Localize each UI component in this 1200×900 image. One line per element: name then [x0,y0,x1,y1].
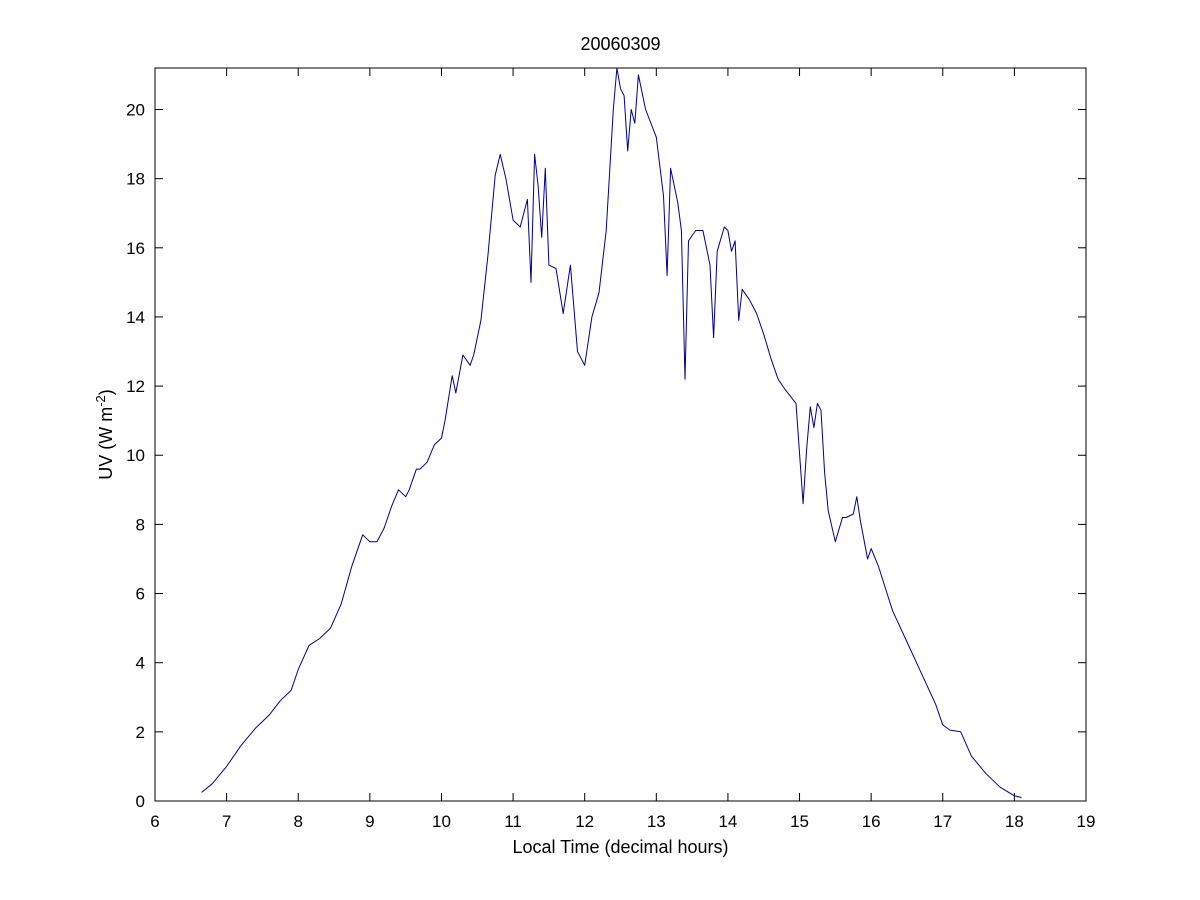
y-tick-label: 10 [126,446,145,465]
x-tick-label: 9 [365,812,374,831]
x-axis-label: Local Time (decimal hours) [512,837,728,857]
x-tick-label: 17 [933,812,952,831]
y-axis-label: UV (W m-2) [93,389,116,480]
y-axis-ticks [155,108,1086,802]
y-tick-label: 0 [136,792,145,811]
x-tick-label: 8 [293,812,302,831]
x-tick-label: 11 [504,812,522,831]
uv-series-line [201,67,1022,798]
x-tick-label: 18 [1005,812,1024,831]
x-axis-tick-labels: 6 7 8 9 10 11 12 13 14 15 16 17 18 19 [150,812,1095,831]
y-axis-label-close: ) [96,389,116,395]
y-tick-label: 14 [126,308,145,327]
y-axis-tick-labels: 0 2 4 6 8 10 12 14 16 18 20 [126,100,145,811]
y-tick-label: 2 [136,723,145,742]
x-tick-label: 12 [575,812,594,831]
y-tick-label: 18 [126,170,145,189]
x-tick-label: 7 [222,812,231,831]
x-tick-label: 15 [790,812,809,831]
x-tick-label: 16 [862,812,881,831]
x-tick-label: 13 [647,812,666,831]
x-tick-label: 10 [432,812,451,831]
x-tick-label: 14 [718,812,737,831]
x-tick-label: 19 [1077,812,1096,831]
y-tick-label: 8 [136,515,145,534]
y-tick-label: 16 [126,239,145,258]
chart-title: 20060309 [580,34,660,54]
x-tick-label: 6 [150,812,159,831]
y-tick-label: 20 [126,100,145,119]
plot-area-frame [154,67,1087,802]
y-tick-label: 12 [126,377,145,396]
y-tick-label: 4 [136,654,145,673]
x-axis-ticks [154,68,1087,801]
y-axis-label-main: UV (W m [96,407,116,480]
y-axis-label-superscript: -2 [93,395,108,407]
y-tick-label: 6 [136,585,145,604]
